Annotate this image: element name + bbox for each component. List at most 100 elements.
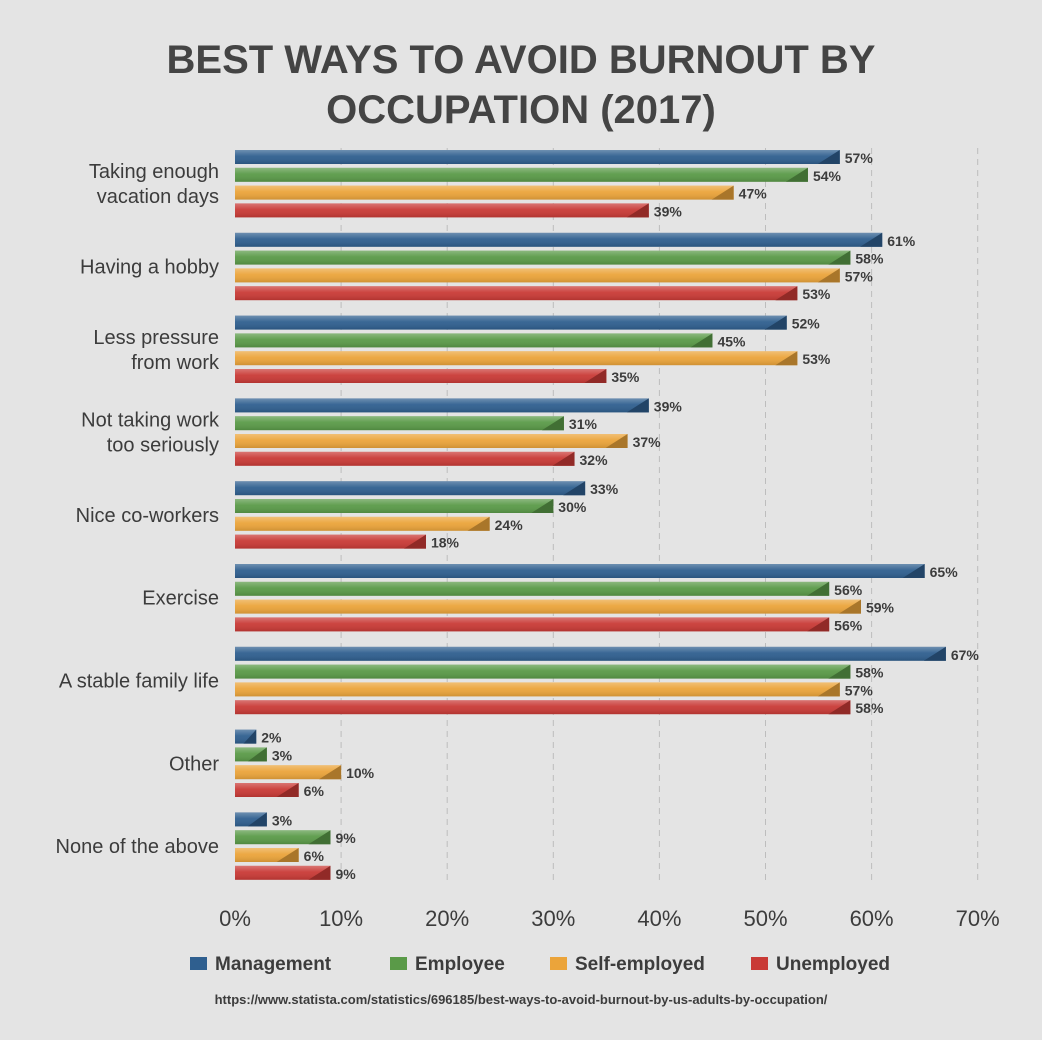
category-label: too seriously [107,435,219,457]
bar-tip [923,646,946,661]
value-label: 10% [346,765,375,781]
value-label: 30% [558,499,587,515]
bar-tip [308,865,331,880]
bar-sheen [235,499,554,513]
bar-tip [817,150,840,164]
bar-group: 65% 56%59%56% [235,564,958,633]
bar-sheen [235,333,713,348]
bar-sheen [235,203,649,218]
bar-sheen [235,646,946,661]
x-tick-label: 40% [637,906,681,931]
legend-swatch [550,957,567,970]
value-label: 39% [654,203,683,219]
category-labels: Taking enough vacation days Having a hobby… [56,161,220,858]
value-label: 53% [802,351,831,367]
bar-tip [247,812,267,827]
bar-sheen [235,599,861,614]
bar-tip [785,167,808,182]
chart-title: BEST WAYS TO AVOID BURNOUT BY OCCUPATION… [167,38,876,132]
legend-item: Employee [390,954,505,975]
bar-sheen [235,185,734,200]
bar-tip [308,830,331,845]
chart-title-line-2: OCCUPATION (2017) [326,88,716,132]
x-tick-label: 30% [531,906,575,931]
bar-group: 2%3% 10% 6% [235,729,375,799]
bar-sheen [235,150,840,164]
value-label: 56% [834,617,863,633]
value-label: 58% [855,700,884,716]
bar-sheen [235,250,851,265]
value-label: 2% [261,730,282,746]
bar-sheen [235,765,342,780]
bar-tip [276,848,299,862]
bar-sheen [235,167,808,182]
x-axis-ticks: 0% 10% 20% 30% 40% 50% 60% 70% [219,906,1000,931]
bar-sheen [235,232,883,247]
x-tick-label: 10% [319,906,363,931]
bar-sheen [235,398,649,413]
bar-tip [828,664,851,679]
legend-label: Employee [415,954,505,975]
value-label: 6% [304,783,325,799]
bar-tip [626,203,649,218]
bar-group: 33%30% 24% 18% [235,481,619,551]
bar-sheen [235,516,490,531]
bar-sheen [235,564,925,578]
category-label: Exercise [142,588,219,610]
value-label: 58% [855,665,884,681]
value-label: 3% [272,747,293,763]
legend-label: Management [215,954,332,975]
value-label: 57% [845,682,874,698]
x-tick-label: 60% [850,906,894,931]
value-label: 9% [335,866,356,882]
value-label: 45% [717,333,746,349]
category-label: A stable family life [59,671,219,693]
bar-tip [807,617,830,632]
bar-tip [531,499,554,513]
x-tick-label: 0% [219,906,251,931]
bar-tip [828,250,851,265]
source-url: https://www.statista.com/statistics/6961… [215,992,828,1007]
category-label: Having a hobby [80,257,219,279]
bar-tip [552,451,575,466]
value-label: 35% [611,369,640,385]
bar-group: 39% 31% 37% 32% [235,398,683,468]
x-tick-label: 70% [956,906,1000,931]
legend-label: Self-employed [575,954,705,975]
legend-item: Management [190,954,332,975]
legend-label: Unemployed [776,954,890,975]
bar-tip [276,783,299,797]
bar-tip [775,351,798,366]
bar-group: 3% 9% 6% 9% [235,812,356,882]
value-label: 39% [654,398,683,414]
bar-sheen [235,451,575,466]
category-label: None of the above [56,836,219,858]
value-label: 31% [569,416,598,432]
bar-sheen [235,434,628,448]
bar-tip [817,682,840,697]
legend: Management Employee Self-employed Unemploye… [190,954,890,975]
bar-tip [541,416,564,431]
category-label: from work [131,352,220,374]
x-tick-label: 50% [743,906,787,931]
bar-sheen [235,351,798,366]
bar-sheen [235,830,331,845]
value-label: 56% [834,582,863,598]
bar-tip [775,286,798,301]
bar-tip [817,268,840,283]
bar-tip [584,369,607,383]
bar-sheen [235,369,607,383]
legend-swatch [190,957,207,970]
bar-tip [243,729,257,744]
value-label: 52% [792,316,821,332]
bar-sheen [235,315,787,330]
value-label: 37% [633,434,662,450]
x-tick-label: 20% [425,906,469,931]
legend-swatch [390,957,407,970]
category-label: Other [169,753,219,775]
bar-group: 52% 45% 53% 35% [235,315,831,385]
chart-title-line-1: BEST WAYS TO AVOID BURNOUT BY [167,38,876,82]
bar-sheen [235,286,798,301]
